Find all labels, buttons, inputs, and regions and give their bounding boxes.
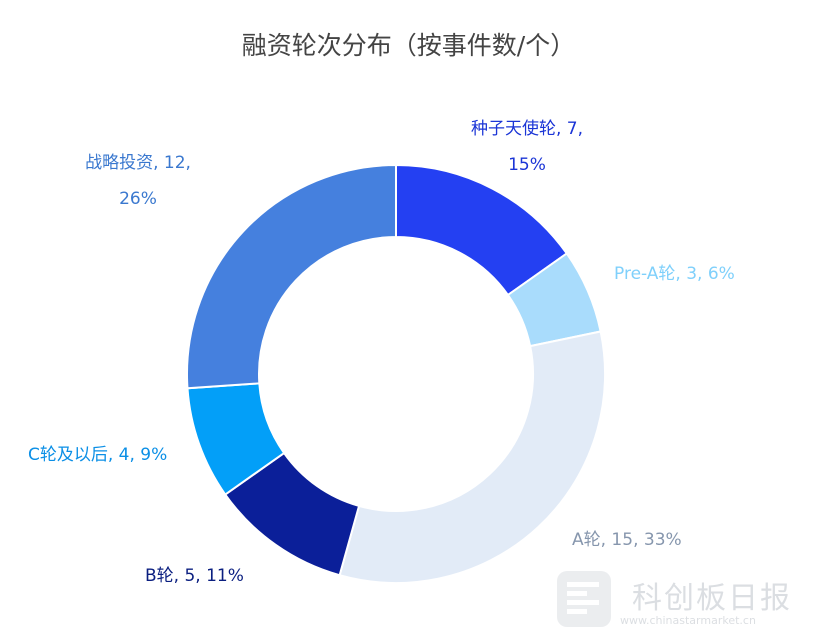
chart-title: 融资轮次分布（按事件数/个）: [241, 31, 576, 60]
slice-label-line: 种子天使轮, 7,: [470, 119, 584, 139]
slice-label-3: A轮, 15, 33%: [572, 522, 682, 558]
slice-label-4: B轮, 5, 11%: [145, 558, 244, 594]
watermark-logo-icon: [557, 571, 611, 627]
slice-label-line: Pre-A轮, 3, 6%: [614, 264, 735, 284]
slice-label-5: C轮及以后, 4, 9%: [28, 437, 167, 473]
slice-label-6: 战略投资, 12, 26%: [85, 145, 191, 217]
slice-label-line: A轮, 15, 33%: [572, 530, 682, 550]
slice-6: [186, 163, 397, 390]
slice-label-line: B轮, 5, 11%: [145, 566, 244, 586]
watermark: 科创板日报 www.chinastarmarket.cn: [555, 565, 817, 642]
watermark-url: www.chinastarmarket.cn: [620, 614, 756, 627]
slice-3: [338, 330, 606, 584]
slice-label-line: C轮及以后, 4, 9%: [28, 445, 168, 465]
slice-label-line: 战略投资, 12,: [85, 153, 191, 173]
slice-label-line: 26%: [119, 189, 157, 209]
watermark-text: 科创板日报: [632, 581, 792, 616]
slice-label-1: 种子天使轮, 7, 15%: [471, 111, 583, 183]
slice-label-2: Pre-A轮, 3, 6%: [614, 256, 735, 292]
slice-label-line: 15%: [508, 155, 546, 175]
